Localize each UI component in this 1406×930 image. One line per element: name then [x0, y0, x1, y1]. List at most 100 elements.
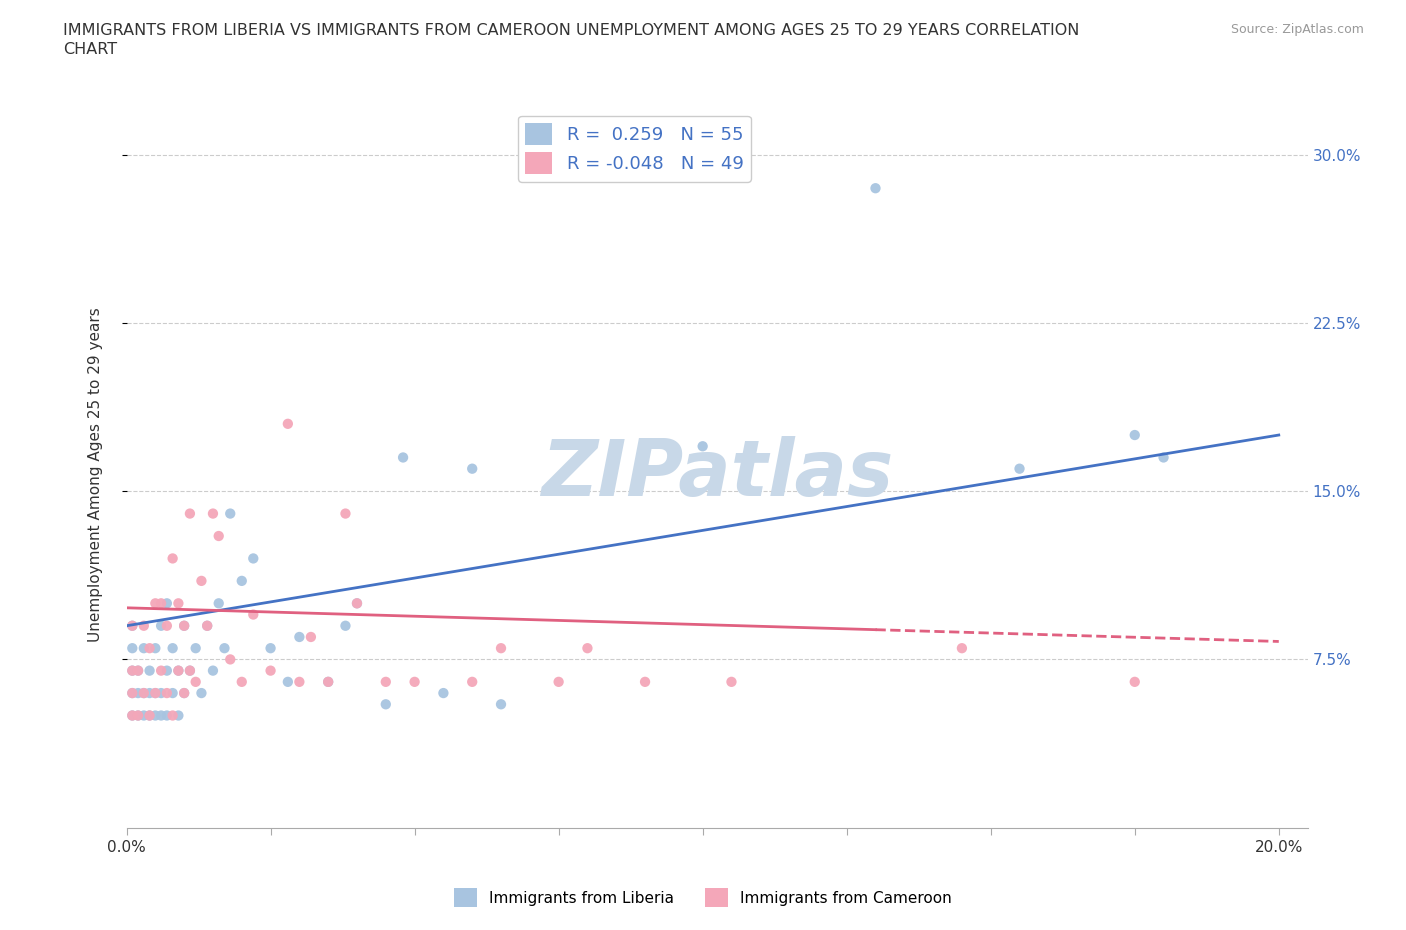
Point [288, 674, 311, 689]
Point [173, 618, 195, 633]
Point [143, 596, 166, 611]
Point [316, 674, 339, 689]
Point [219, 506, 242, 521]
Point [173, 685, 195, 700]
Point [138, 708, 160, 723]
Point [162, 685, 184, 700]
Point [150, 685, 173, 700]
Point [167, 596, 190, 611]
Point [138, 641, 160, 656]
Point [156, 663, 179, 678]
Point [299, 630, 322, 644]
Point [143, 685, 166, 700]
Point [195, 618, 218, 633]
Point [121, 641, 143, 656]
Point [138, 708, 160, 723]
Point [173, 685, 195, 700]
Point [127, 663, 149, 678]
Point [138, 685, 160, 700]
Point [288, 630, 311, 644]
Point [179, 663, 201, 678]
Point [162, 641, 184, 656]
Point [190, 574, 212, 589]
Point [1123, 674, 1146, 689]
Point [461, 674, 484, 689]
Point [231, 574, 253, 589]
Point [489, 697, 512, 711]
Point [547, 674, 569, 689]
Text: Source: ZipAtlas.com: Source: ZipAtlas.com [1230, 23, 1364, 36]
Point [335, 618, 357, 633]
Point [143, 685, 166, 700]
Point [184, 641, 207, 656]
Point [184, 674, 207, 689]
Text: IMMIGRANTS FROM LIBERIA VS IMMIGRANTS FROM CAMEROON UNEMPLOYMENT AMONG AGES 25 T: IMMIGRANTS FROM LIBERIA VS IMMIGRANTS FR… [63, 23, 1080, 38]
Point [162, 551, 184, 565]
Point [121, 708, 143, 723]
Point [277, 674, 299, 689]
Point [190, 685, 212, 700]
Point [259, 663, 281, 678]
Y-axis label: Unemployment Among Ages 25 to 29 years: Unemployment Among Ages 25 to 29 years [89, 307, 103, 642]
Point [346, 596, 368, 611]
Point [201, 663, 224, 678]
Point [132, 641, 155, 656]
Point [950, 641, 973, 656]
Point [208, 528, 231, 543]
Point [179, 663, 201, 678]
Point [692, 439, 714, 454]
Point [432, 685, 454, 700]
Point [121, 618, 143, 633]
Point [132, 618, 155, 633]
Text: ZIPatlas: ZIPatlas [541, 436, 893, 512]
Point [132, 685, 155, 700]
Point [132, 685, 155, 700]
Point [195, 618, 218, 633]
Point [150, 708, 173, 723]
Point [121, 685, 143, 700]
Point [127, 685, 149, 700]
Point [167, 708, 190, 723]
Point [150, 618, 173, 633]
Point [242, 607, 264, 622]
Point [392, 450, 415, 465]
Point [156, 596, 179, 611]
Point [150, 596, 173, 611]
Point [1153, 450, 1175, 465]
Point [121, 618, 143, 633]
Legend: R =  0.259   N = 55, R = -0.048   N = 49: R = 0.259 N = 55, R = -0.048 N = 49 [517, 116, 751, 181]
Point [335, 506, 357, 521]
Point [162, 708, 184, 723]
Point [156, 685, 179, 700]
Point [167, 663, 190, 678]
Point [259, 641, 281, 656]
Point [167, 663, 190, 678]
Text: CHART: CHART [63, 42, 117, 57]
Point [143, 708, 166, 723]
Point [865, 180, 887, 195]
Legend: Immigrants from Liberia, Immigrants from Cameroon: Immigrants from Liberia, Immigrants from… [449, 883, 957, 913]
Point [201, 506, 224, 521]
Point [346, 596, 368, 611]
Point [1008, 461, 1031, 476]
Point [374, 674, 396, 689]
Point [127, 708, 149, 723]
Point [461, 461, 484, 476]
Point [138, 663, 160, 678]
Point [634, 674, 657, 689]
Point [156, 618, 179, 633]
Point [132, 708, 155, 723]
Point [121, 663, 143, 678]
Point [277, 417, 299, 432]
Point [316, 674, 339, 689]
Point [404, 674, 426, 689]
Point [489, 641, 512, 656]
Point [179, 506, 201, 521]
Point [242, 551, 264, 565]
Point [127, 663, 149, 678]
Point [219, 652, 242, 667]
Point [720, 674, 742, 689]
Point [214, 641, 236, 656]
Point [208, 596, 231, 611]
Point [156, 708, 179, 723]
